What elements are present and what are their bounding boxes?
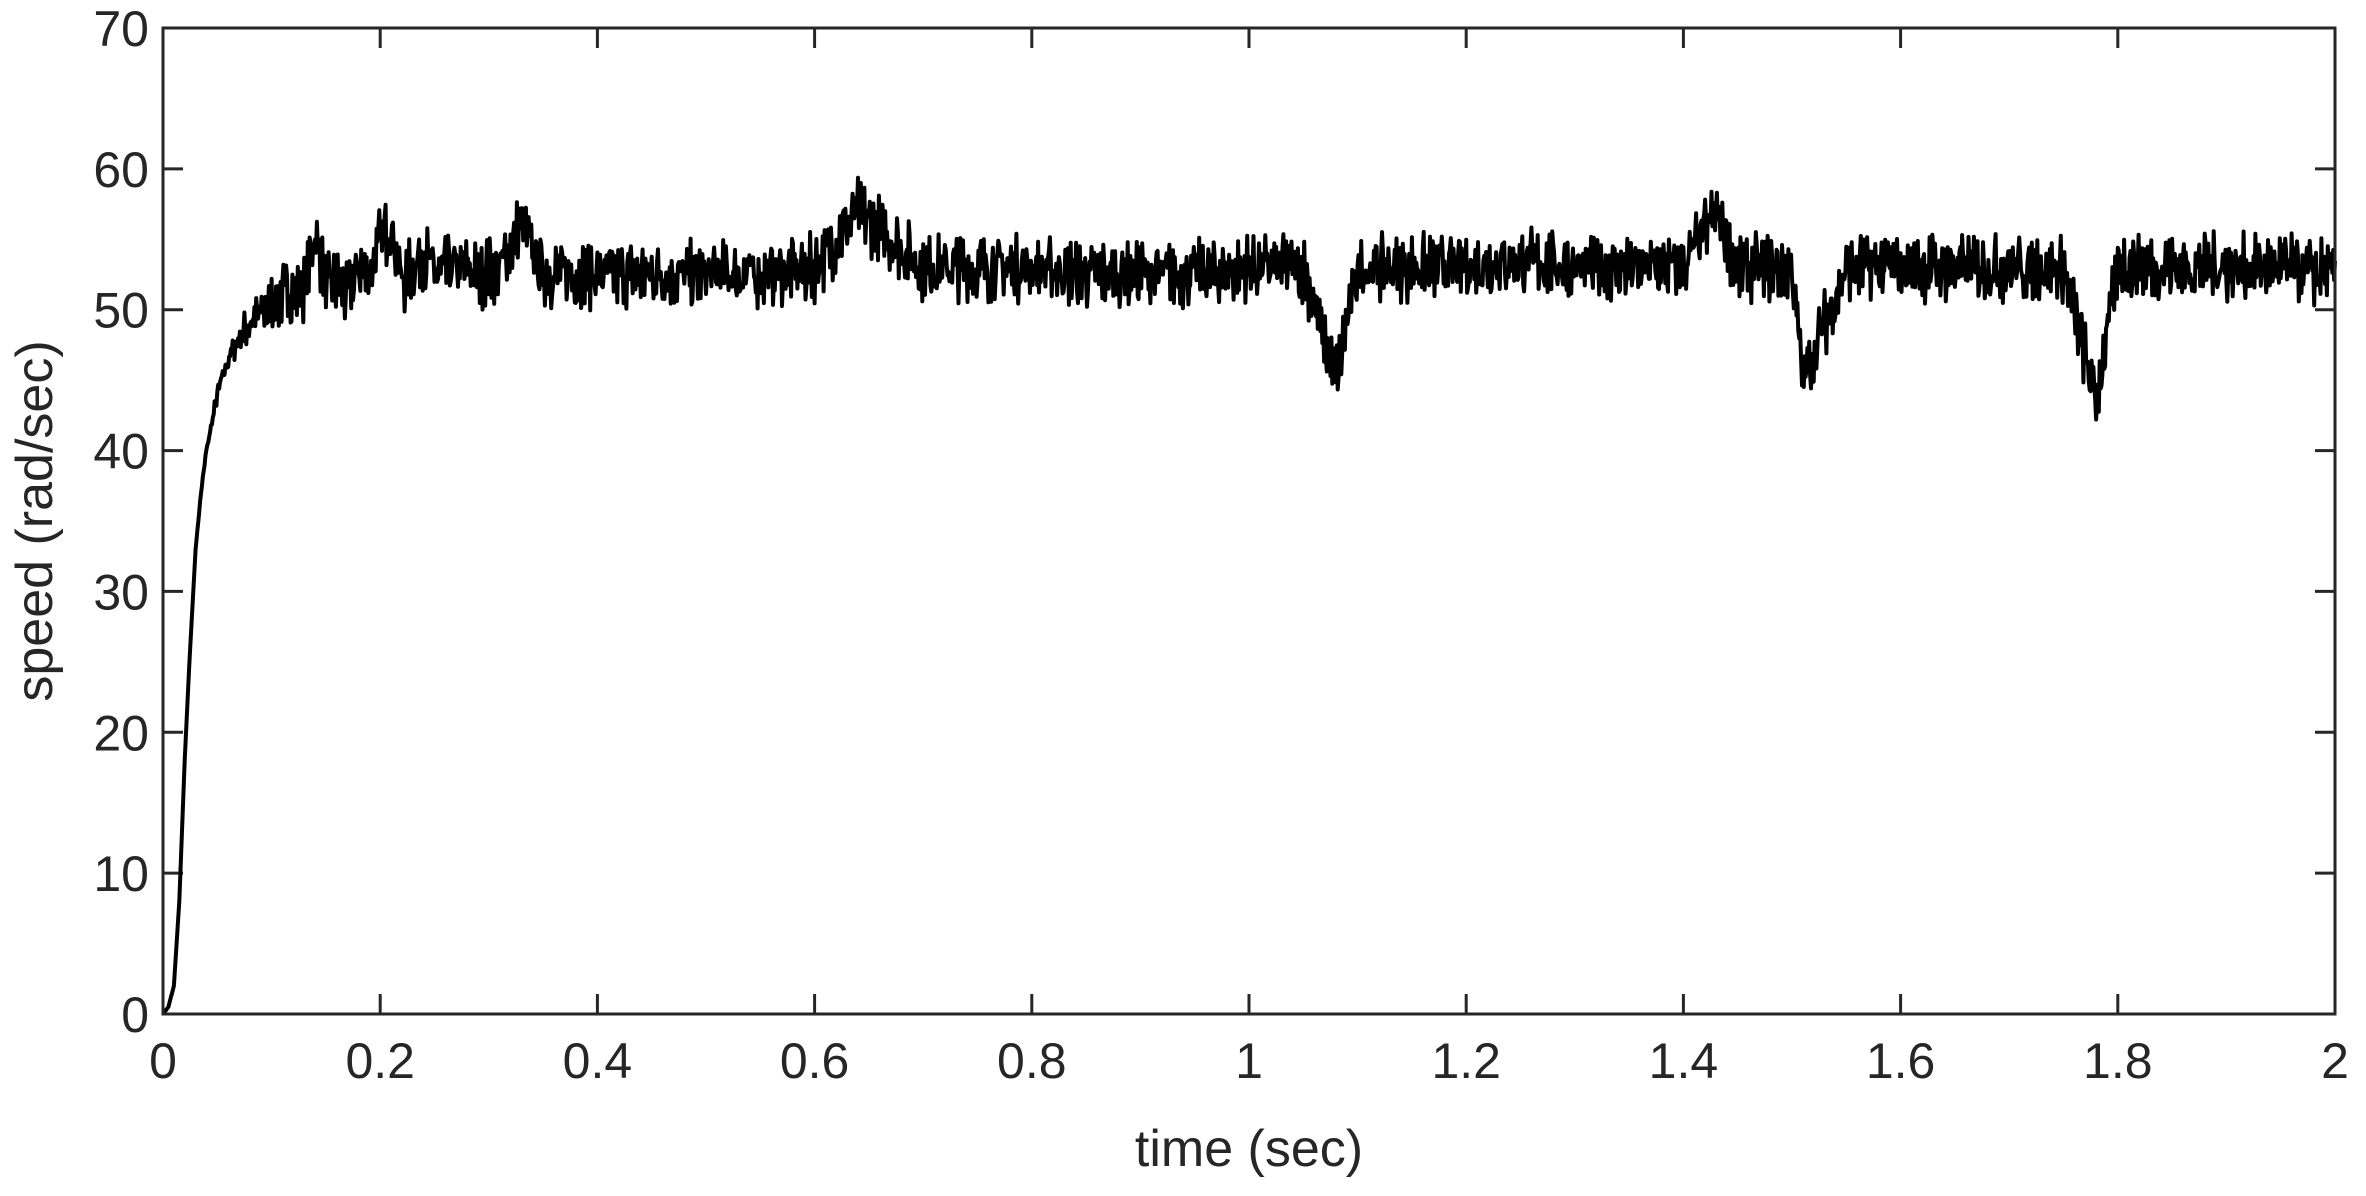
y-tick-label: 40 [93, 424, 149, 480]
y-axis-label: speed (rad/sec) [6, 340, 64, 701]
x-tick-label: 0 [149, 1033, 177, 1089]
y-tick-label: 10 [93, 846, 149, 902]
plot-area-frame [161, 26, 2337, 1016]
x-tick-label: 0.8 [997, 1033, 1067, 1089]
y-tick-label: 20 [93, 705, 149, 761]
y-axis-tick-labels: 0 10 20 30 40 50 60 70 [93, 1, 149, 1043]
x-tick-label: 0.2 [345, 1033, 415, 1089]
y-tick-label: 30 [93, 564, 149, 620]
x-tick-label: 1.6 [1866, 1033, 1936, 1089]
x-tick-label: 1.4 [1649, 1033, 1719, 1089]
x-tick-label: 2 [2321, 1033, 2349, 1089]
x-tick-label: 0.6 [780, 1033, 850, 1089]
y-tick-label: 0 [121, 987, 149, 1043]
x-tick-label: 1.8 [2083, 1033, 2153, 1089]
x-tick-label: 1 [1235, 1033, 1263, 1089]
y-tick-label: 60 [93, 142, 149, 198]
x-tick-label: 1.2 [1431, 1033, 1501, 1089]
x-tick-label: 0.4 [563, 1033, 633, 1089]
y-tick-label: 70 [93, 1, 149, 57]
speed-series-line [161, 175, 2337, 1016]
x-axis-label: time (sec) [1135, 1120, 1363, 1178]
x-axis-tick-labels: 0 0.2 0.4 0.6 0.8 1 1.2 1.4 1.6 1.8 2 [149, 1033, 2349, 1089]
y-tick-label: 50 [93, 283, 149, 339]
